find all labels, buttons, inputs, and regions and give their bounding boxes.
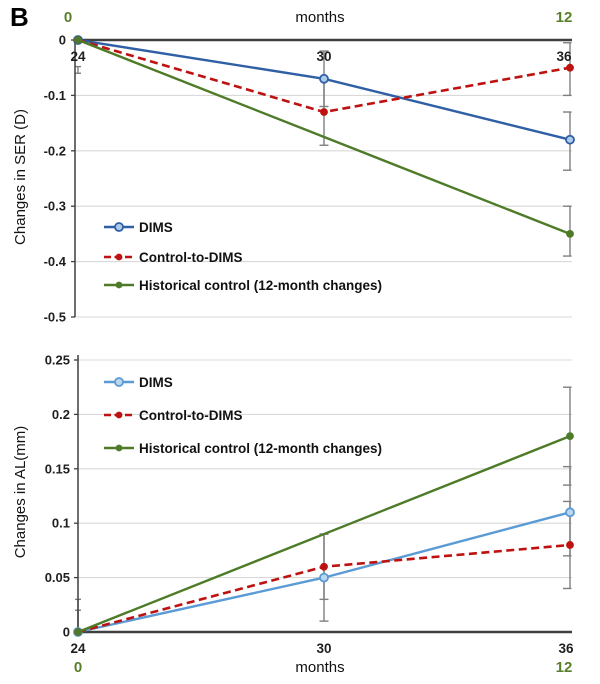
legend-marker [115, 444, 123, 452]
data-point-marker [319, 572, 329, 583]
legend-item-label: DIMS [139, 375, 173, 390]
y-tick-label: 0 [59, 33, 66, 48]
legend-item-label: DIMS [139, 220, 173, 235]
bottom-secondary-axis-label-12: 12 [555, 659, 573, 676]
legend-marker [115, 411, 123, 419]
data-point-marker [565, 134, 575, 145]
legend-item-label: Historical control (12-month changes) [139, 441, 382, 456]
bottom-secondary-axis-label-0: 0 [73, 659, 83, 676]
x-tick-label: 36 [558, 641, 574, 656]
data-point-marker [566, 541, 574, 549]
series-line [77, 435, 571, 634]
legend-item-label: Historical control (12-month changes) [139, 278, 382, 293]
top-secondary-axis-label-0: 0 [63, 9, 73, 26]
ser-y-axis-title: Changes in SER (D) [12, 109, 29, 245]
legend-marker [114, 377, 124, 387]
x-tick-label: 24 [70, 641, 86, 656]
top-x-axis-title: months [295, 9, 345, 26]
legend-marker [115, 281, 123, 289]
legend-item-label: Control-to-DIMS [139, 250, 242, 265]
y-tick-label: 0.1 [52, 516, 70, 531]
al-y-axis-title: Changes in AL(mm) [12, 425, 29, 559]
y-tick-label: 0.2 [52, 407, 70, 422]
x-tick-label: 36 [556, 49, 572, 64]
y-tick-label: -0.4 [44, 254, 67, 269]
legend-marker [115, 253, 123, 261]
y-tick-label: -0.1 [44, 88, 66, 103]
y-tick-label: 0.15 [45, 461, 70, 476]
data-point-marker [566, 63, 574, 72]
panel-letter-label: B [10, 2, 29, 32]
series-line [77, 38, 571, 236]
y-tick-label: 0.05 [45, 570, 70, 585]
x-tick-label: 24 [70, 49, 86, 64]
top-secondary-axis-label-12: 12 [555, 9, 573, 26]
y-tick-label: -0.5 [44, 310, 66, 325]
data-point-marker [319, 73, 329, 84]
x-tick-label: 30 [316, 49, 331, 64]
y-tick-label: -0.3 [44, 199, 66, 214]
y-tick-label: -0.2 [44, 143, 66, 158]
bottom-x-axis-title: months [295, 659, 345, 676]
x-tick-label: 30 [316, 641, 331, 656]
y-tick-label: 0.25 [45, 353, 70, 368]
y-tick-label: 0 [63, 625, 70, 640]
data-point-marker [566, 432, 574, 441]
legend-item-label: Control-to-DIMS [139, 408, 242, 423]
data-point-marker [566, 230, 574, 238]
data-point-marker [320, 108, 328, 116]
data-point-marker [74, 628, 82, 636]
data-point-marker [565, 507, 575, 518]
data-point-marker [74, 36, 82, 44]
data-point-marker [320, 562, 328, 571]
legend-marker [114, 222, 124, 232]
